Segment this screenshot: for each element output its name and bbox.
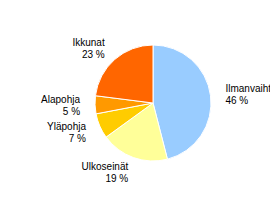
svg-text:Ikkunat23 %: Ikkunat23 % bbox=[72, 37, 104, 60]
svg-text:Ulkoseinät19 %: Ulkoseinät19 % bbox=[82, 161, 129, 184]
svg-text:Yläpohja7 %: Yläpohja7 % bbox=[47, 121, 86, 144]
svg-text:Alapohja5 %: Alapohja5 % bbox=[41, 94, 80, 117]
svg-text:Ilmanvaihto46 %: Ilmanvaihto46 % bbox=[225, 83, 262, 106]
